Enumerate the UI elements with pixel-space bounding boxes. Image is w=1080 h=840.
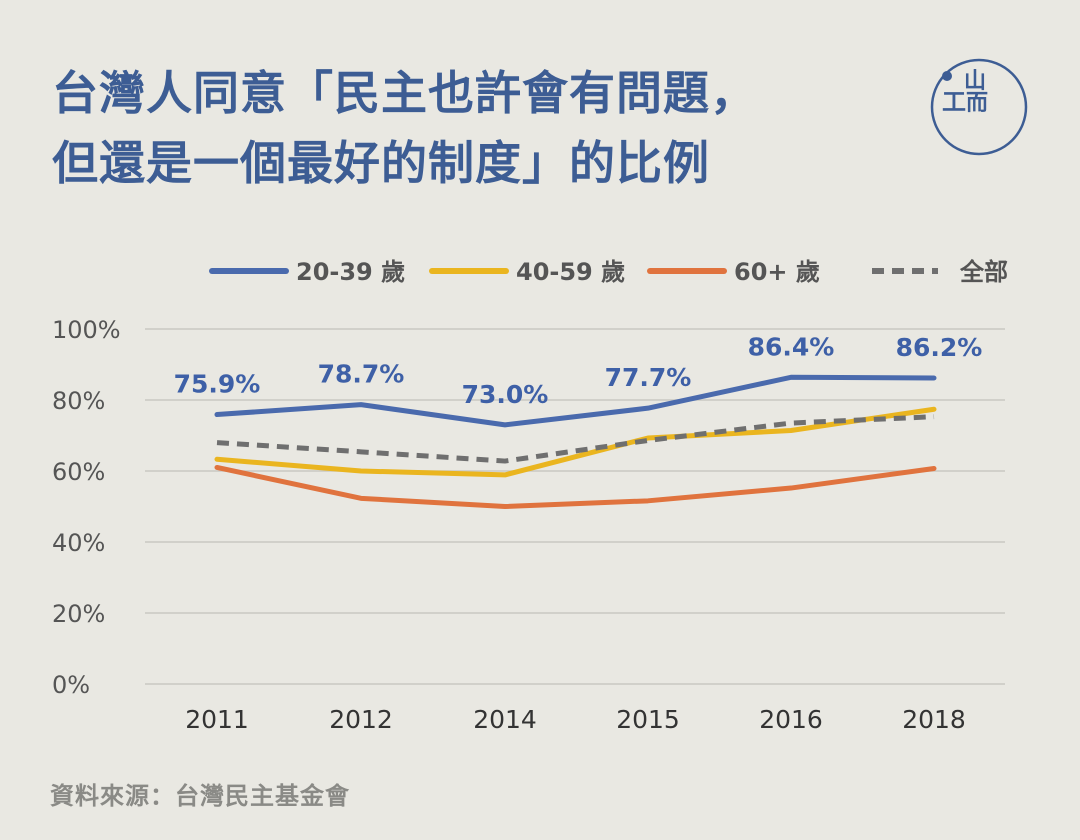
logo: 山 工 而 (930, 58, 1028, 156)
logo-text-top: 山 (964, 69, 986, 94)
logo-text-right: 而 (966, 91, 988, 116)
y-tick-label: 40% (52, 529, 105, 557)
title-line-1: 台灣人同意「民主也許會有問題， (52, 66, 757, 120)
x-tick-label: 2018 (902, 705, 966, 734)
logo-ring (930, 58, 1028, 156)
series-line (214, 464, 937, 509)
y-tick-label: 80% (52, 387, 105, 415)
x-tick-label: 2011 (185, 705, 249, 734)
data-labels: 75.9% 78.7% 73.0% 77.7% 86.4% 86.2% (174, 332, 983, 409)
source-note: 資料來源：台灣民主基金會 (50, 782, 350, 810)
series-lines (214, 374, 937, 509)
legend: 20-39 歲 40-59 歲 60+ 歲 全部 (209, 258, 1008, 286)
logo-text-left: 工 (942, 88, 966, 116)
x-tick-label: 2012 (329, 705, 393, 734)
data-label: 73.0% (462, 380, 549, 409)
gridlines (145, 328, 1005, 685)
y-tick-label: 100% (52, 316, 121, 344)
y-axis: 100% 80% 60% 40% 20% 0% (52, 316, 121, 699)
data-label: 86.4% (748, 332, 835, 361)
logo-dot (942, 71, 952, 81)
title-line-2: 但還是一個最好的制度」的比例 (52, 136, 710, 190)
x-axis: 2011 2012 2014 2015 2016 2018 (185, 705, 966, 734)
series-line (216, 414, 935, 464)
data-label: 78.7% (318, 360, 405, 389)
y-tick-label: 0% (52, 671, 90, 699)
legend-label: 40-59 歲 (516, 258, 625, 286)
legend-label: 全部 (959, 258, 1008, 286)
y-tick-label: 60% (52, 458, 105, 486)
chart-title: 台灣人同意「民主也許會有問題， 但還是一個最好的制度」的比例 (52, 58, 912, 198)
series-line (214, 406, 937, 478)
legend-label: 20-39 歲 (296, 258, 405, 286)
data-label: 75.9% (174, 370, 261, 399)
x-tick-label: 2016 (759, 705, 823, 734)
legend-label: 60+ 歲 (734, 258, 820, 286)
series-line (214, 374, 937, 428)
x-tick-label: 2015 (616, 705, 680, 734)
data-label: 77.7% (605, 363, 692, 392)
x-tick-label: 2014 (473, 705, 537, 734)
y-tick-label: 20% (52, 600, 105, 628)
data-label: 86.2% (896, 333, 983, 362)
